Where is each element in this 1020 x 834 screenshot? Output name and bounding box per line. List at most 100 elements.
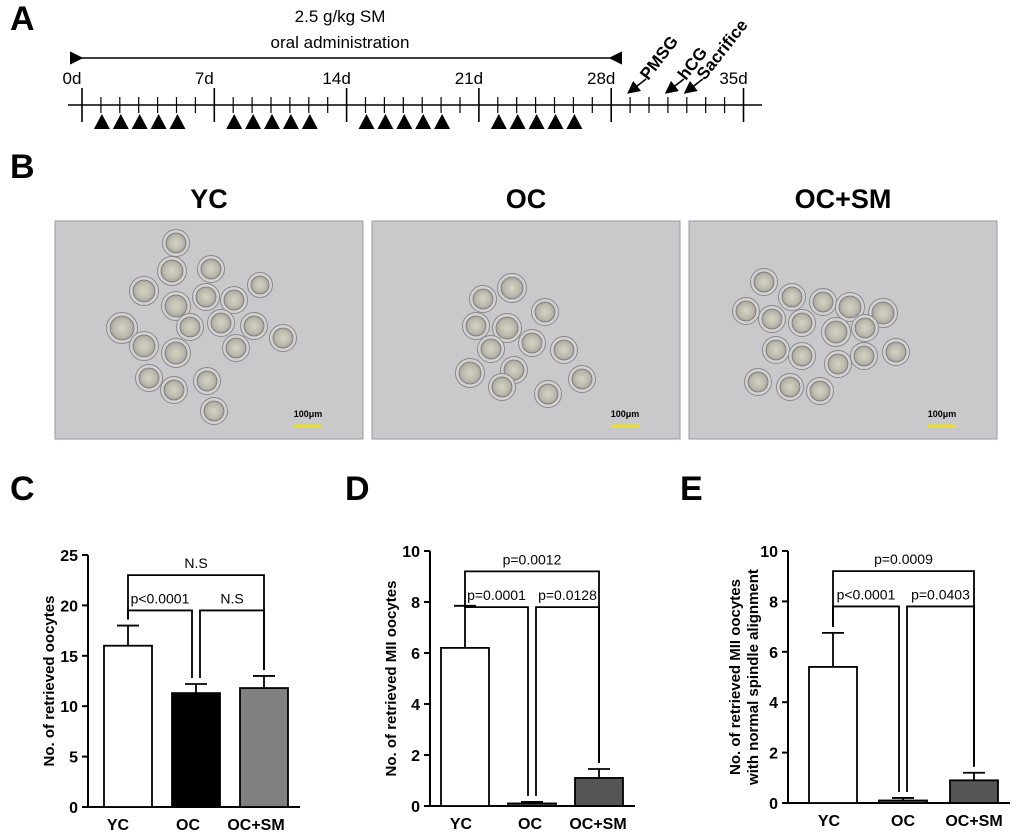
- oocyte: [200, 397, 228, 425]
- oocyte: [882, 338, 910, 366]
- dose-triangle: [245, 114, 262, 129]
- oocyte: [462, 312, 490, 340]
- significance-bracket: [127, 574, 265, 670]
- micrograph-title: OC: [506, 184, 547, 214]
- bar: [507, 802, 557, 807]
- oocyte: [220, 286, 248, 314]
- y-tick-label: 0: [69, 800, 78, 817]
- panel-letter-a: A: [10, 0, 35, 38]
- event-arrow: [683, 78, 704, 94]
- dose-triangle: [150, 114, 167, 129]
- oocyte: [534, 380, 562, 408]
- oocyte: [135, 364, 163, 392]
- event-label: PMSG: [636, 32, 682, 83]
- treatment-label-line2: oral administration: [271, 33, 410, 52]
- dose-triangle: [434, 114, 451, 129]
- oocyte: [240, 312, 268, 340]
- dosing-markers: [93, 114, 583, 129]
- y-tick-label: 8: [769, 594, 778, 611]
- dose-triangle: [264, 114, 280, 129]
- oocyte: [455, 358, 485, 388]
- y-axis-label-line1: No. of retrieved MII oocytes: [727, 579, 744, 775]
- scale-bar: [294, 425, 322, 428]
- significance-label: N.S: [184, 555, 207, 571]
- oocyte: [161, 291, 191, 321]
- bar-chart-e: 0 2 4 6 8 10 No. of retrieved MII oocytes with …: [727, 544, 1010, 830]
- day-label: 21d: [455, 69, 483, 88]
- oocyte: [788, 342, 816, 370]
- scale-bar: [928, 425, 956, 428]
- y-tick-label: 10: [402, 544, 420, 561]
- significance-bracket: [464, 570, 600, 764]
- dose-triangle: [509, 114, 526, 129]
- oocyte: [850, 342, 878, 370]
- oocyte: [762, 336, 790, 364]
- oocyte: [469, 285, 497, 313]
- y-tick-label: 15: [60, 649, 78, 666]
- significance-bracket: [906, 605, 975, 792]
- oocyte: [568, 365, 596, 393]
- bar-chart-d: 0 2 4 6 8 10 No. of retrieved MII oocytes YC OC O…: [383, 544, 635, 833]
- day-label: 14d: [322, 69, 350, 88]
- panel-letter-c: C: [10, 470, 35, 508]
- scale-bar-label: 100μm: [611, 409, 640, 419]
- significance-bracket: [199, 609, 265, 679]
- dose-triangle: [301, 114, 318, 129]
- day-label: 28d: [587, 69, 615, 88]
- oocyte: [518, 329, 546, 357]
- oocyte: [531, 298, 559, 326]
- micrograph-title: OC+SM: [795, 184, 892, 214]
- x-tick-label: YC: [818, 813, 841, 830]
- significance-label: p<0.0001: [837, 586, 896, 602]
- scale-bar: [611, 425, 639, 428]
- oocyte: [193, 367, 221, 395]
- y-tick-label: 10: [760, 544, 778, 561]
- bar: [103, 644, 153, 808]
- significance-label: p=0.0009: [874, 551, 933, 567]
- y-axis-label-line2: with normal spindle alignment: [745, 569, 762, 786]
- oocyte: [222, 334, 250, 362]
- y-tick-label: 20: [60, 598, 78, 615]
- oocyte: [106, 312, 138, 344]
- oocyte: [809, 288, 837, 316]
- oocyte: [824, 350, 852, 378]
- panel-letter-e: E: [680, 470, 703, 508]
- oocyte: [497, 273, 527, 303]
- y-tick-label: 25: [60, 548, 78, 565]
- event-arrow: [664, 78, 685, 94]
- timeline-ticks: [81, 88, 745, 122]
- oocyte: [788, 309, 816, 337]
- oocyte: [192, 283, 220, 311]
- significance-label: p=0.0128: [538, 587, 597, 603]
- bar: [171, 692, 221, 808]
- oocyte: [197, 255, 225, 283]
- y-tick-label: 4: [411, 697, 420, 714]
- y-tick-label: 0: [411, 799, 420, 816]
- day-label: 0d: [63, 69, 82, 88]
- event-arrow: [627, 78, 647, 94]
- oocyte: [162, 229, 190, 257]
- bar: [574, 777, 624, 807]
- oocyte: [129, 276, 159, 306]
- oocyte: [732, 297, 760, 325]
- y-tick-label: 5: [69, 750, 78, 767]
- y-tick-label: 4: [769, 695, 778, 712]
- oocyte: [157, 256, 187, 286]
- bar: [239, 687, 289, 808]
- oocyte: [835, 292, 865, 322]
- y-axis-label: No. of retrieved MII oocytes: [383, 581, 400, 777]
- oocyte: [176, 313, 204, 341]
- micrograph-row: YC 100μm OC 100μm OC+SM 100μm: [54, 184, 998, 440]
- significance-bracket: [535, 606, 600, 796]
- day-label: 35d: [719, 69, 747, 88]
- x-tick-label: OC: [891, 813, 915, 830]
- oocyte: [492, 313, 522, 343]
- oocyte: [247, 272, 273, 298]
- bar-chart-c: 0 5 10 15 20 25 No. of retrieved oocytes YC OC OC…: [41, 548, 300, 834]
- timeline-day-labels: 0d 7d 14d 21d 28d 35d: [63, 69, 748, 88]
- micrograph-title: YC: [190, 184, 228, 214]
- x-tick-label: OC: [518, 816, 542, 833]
- dose-triangle: [169, 114, 186, 129]
- timeline: 2.5 g/kg SM oral administration 0d 7d 14d 2…: [63, 7, 762, 129]
